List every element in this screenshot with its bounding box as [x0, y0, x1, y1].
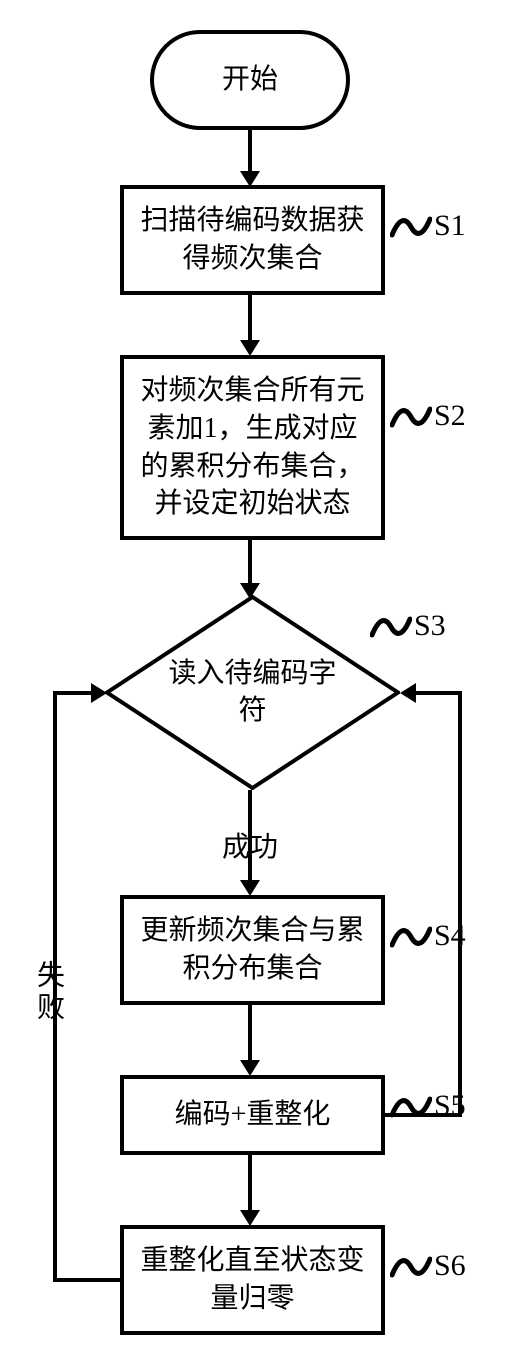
- edge-start-s1: [248, 130, 252, 173]
- step-mark-s2-label: S2: [434, 399, 466, 433]
- label-success: 成功: [222, 825, 278, 865]
- step-mark-s3: S3: [370, 605, 446, 647]
- node-s1: 扫描待编码数据获 得频次集合: [120, 185, 385, 295]
- node-s5: 编码+重整化: [120, 1075, 385, 1155]
- node-s6-label: 重整化直至状态变 量归零: [140, 1242, 364, 1318]
- edge-s5-s6-head: [240, 1210, 260, 1226]
- label-fail: 失败: [28, 960, 68, 1024]
- wave-icon: [390, 395, 432, 437]
- node-s6: 重整化直至状态变 量归零: [120, 1225, 385, 1335]
- edge-s2-s3: [248, 540, 252, 585]
- edge-s6-s3-seg1: [53, 1278, 120, 1282]
- wave-icon: [390, 1085, 432, 1127]
- node-s5-label: 编码+重整化: [175, 1096, 331, 1134]
- wave-icon: [390, 1245, 432, 1287]
- node-s2: 对频次集合所有元 素加1，生成对应 的累积分布集合， 并设定初始状态: [120, 355, 385, 540]
- wave-icon: [390, 915, 432, 957]
- edge-s5-s3-seg1: [385, 1113, 462, 1117]
- node-s4-label: 更新频次集合与累 积分布集合: [140, 912, 364, 988]
- node-start: 开始: [150, 30, 350, 130]
- node-start-label: 开始: [222, 61, 278, 99]
- edge-s5-s6: [248, 1155, 252, 1212]
- node-s2-label: 对频次集合所有元 素加1，生成对应 的累积分布集合， 并设定初始状态: [140, 372, 364, 523]
- edge-s6-s3-seg3: [53, 691, 93, 695]
- edge-s1-s2-head: [240, 340, 260, 356]
- flowchart-canvas: 开始 扫描待编码数据获 得频次集合 S1 对频次集合所有元 素加1，生成对应 的…: [0, 0, 522, 1369]
- wave-icon: [390, 205, 432, 247]
- node-s4: 更新频次集合与累 积分布集合: [120, 895, 385, 1005]
- step-mark-s4: S4: [390, 915, 466, 957]
- step-mark-s5: S5: [390, 1085, 466, 1127]
- edge-s4-s5-head: [240, 1060, 260, 1076]
- edge-s1-s2: [248, 295, 252, 342]
- node-s1-label: 扫描待编码数据获 得频次集合: [140, 202, 364, 278]
- wave-icon: [370, 605, 412, 647]
- edge-s5-s3-head: [400, 683, 416, 703]
- edge-s6-s3-head: [91, 683, 107, 703]
- edge-s3-s4-head: [240, 880, 260, 896]
- edge-s4-s5: [248, 1005, 252, 1062]
- step-mark-s2: S2: [390, 395, 466, 437]
- edge-s5-s3-seg2: [458, 691, 462, 1117]
- step-mark-s3-label: S3: [414, 609, 446, 643]
- node-s3-label: 读入待编码字 符: [168, 656, 336, 729]
- edge-s5-s3-seg3: [414, 691, 462, 695]
- step-mark-s6-label: S6: [434, 1249, 466, 1283]
- node-s3: 读入待编码字 符: [105, 595, 400, 790]
- step-mark-s1: S1: [390, 205, 466, 247]
- step-mark-s1-label: S1: [434, 209, 466, 243]
- step-mark-s6: S6: [390, 1245, 466, 1287]
